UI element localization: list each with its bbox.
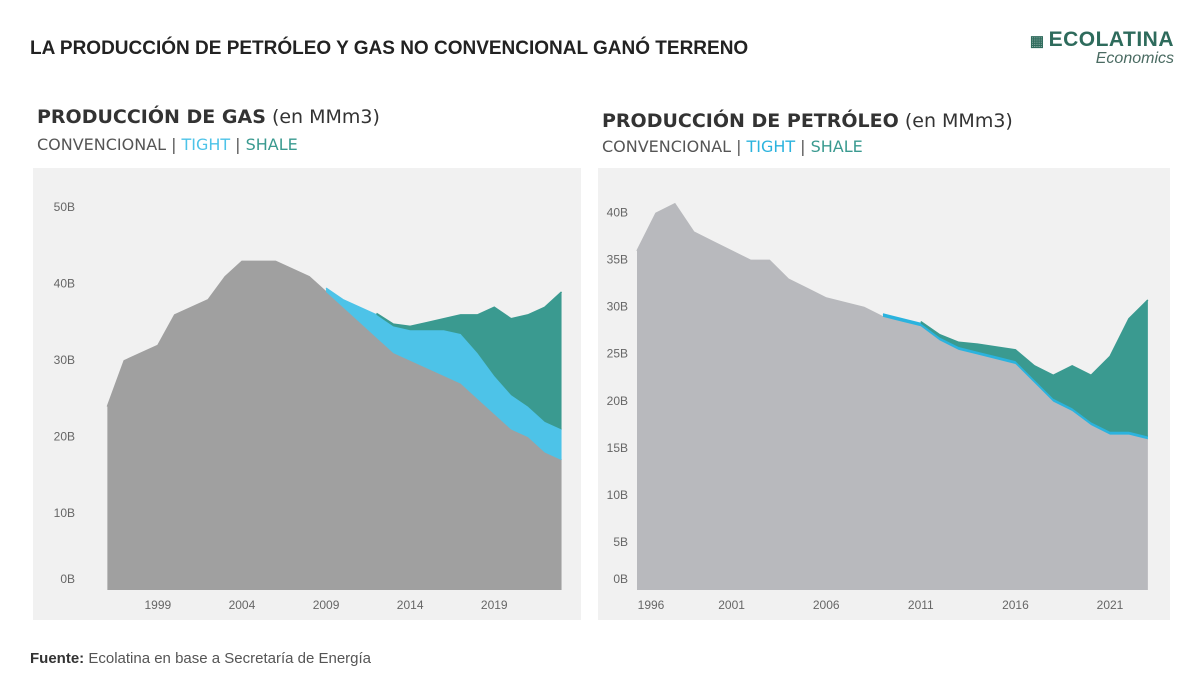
title-unit: (en MMm3) [904, 110, 1013, 132]
area-fill [107, 261, 562, 590]
legend-entry: CONVENCIONAL [602, 137, 732, 156]
y-tick-label: 0B [60, 572, 75, 586]
logo-name: ▦ ECOLATINA [1030, 28, 1174, 52]
footer-label: Fuente: [30, 650, 85, 667]
x-tick-label: 2006 [813, 598, 840, 612]
x-tick-label: 2004 [229, 598, 256, 612]
y-tick-label: 20B [607, 394, 628, 408]
area-line [920, 299, 1149, 377]
chart-title: PRODUCCIÓN DE GAS (en MMm3) [37, 106, 380, 128]
y-tick-label: 10B [54, 506, 75, 520]
legend-entry: SHALE [810, 137, 863, 156]
x-tick-label: 2021 [1097, 598, 1124, 612]
x-tick-label: 2019 [481, 598, 508, 612]
footer-text: Ecolatina en base a Secretaría de Energí… [88, 650, 372, 667]
y-tick-label: 15B [607, 441, 628, 455]
y-tick-label: 30B [607, 300, 628, 314]
legend-separator: | [800, 137, 806, 156]
legend: CONVENCIONAL | TIGHT | SHALE [602, 137, 868, 156]
area-line [376, 291, 563, 328]
logo-icon: ▦ [1029, 33, 1045, 50]
y-tick-label: 40B [54, 277, 75, 291]
x-tick-label: 2014 [397, 598, 424, 612]
y-tick-label: 0B [613, 572, 628, 586]
y-tick-label: 5B [613, 535, 628, 549]
area-fill [920, 299, 1148, 437]
y-tick-label: 40B [607, 205, 628, 219]
area-line [325, 287, 562, 431]
y-tick-label: 50B [54, 200, 75, 214]
legend-separator: | [736, 137, 742, 156]
page-title: LA PRODUCCIÓN DE PETRÓLEO Y GAS NO CONVE… [30, 38, 749, 59]
y-tick-label: 25B [607, 347, 628, 361]
title-main: PRODUCCIÓN DE GAS [37, 106, 266, 128]
x-tick-label: 2011 [908, 598, 934, 612]
logo-text: ECOLATINA [1048, 28, 1174, 51]
logo-tagline: Economics [1095, 50, 1174, 67]
y-tick-label: 10B [607, 488, 628, 502]
footer: Fuente: Ecolatina en base a Secretaría d… [30, 650, 371, 667]
y-tick-label: 20B [54, 429, 75, 443]
area-fill [326, 288, 562, 461]
area-fill [637, 203, 1148, 590]
x-tick-label: 2009 [313, 598, 340, 612]
x-tick-label: 1996 [638, 598, 665, 612]
legend-entry: TIGHT [181, 135, 231, 154]
y-tick-label: 35B [607, 253, 628, 267]
legend-entry: CONVENCIONAL [37, 135, 167, 154]
chart-title: PRODUCCIÓN DE PETRÓLEO (en MMm3) [602, 110, 1013, 132]
legend-separator: | [171, 135, 177, 154]
x-tick-label: 2016 [1002, 598, 1029, 612]
title-unit: (en MMm3) [271, 106, 380, 128]
x-tick-label: 1999 [144, 598, 171, 612]
x-tick-label: 2001 [718, 598, 745, 612]
y-tick-label: 30B [54, 353, 75, 367]
area-fill [376, 291, 562, 430]
title-main: PRODUCCIÓN DE PETRÓLEO [602, 110, 899, 132]
legend: CONVENCIONAL | TIGHT | SHALE [37, 135, 303, 154]
legend-entry: SHALE [245, 135, 298, 154]
legend-entry: TIGHT [746, 137, 796, 156]
legend-separator: | [235, 135, 241, 154]
